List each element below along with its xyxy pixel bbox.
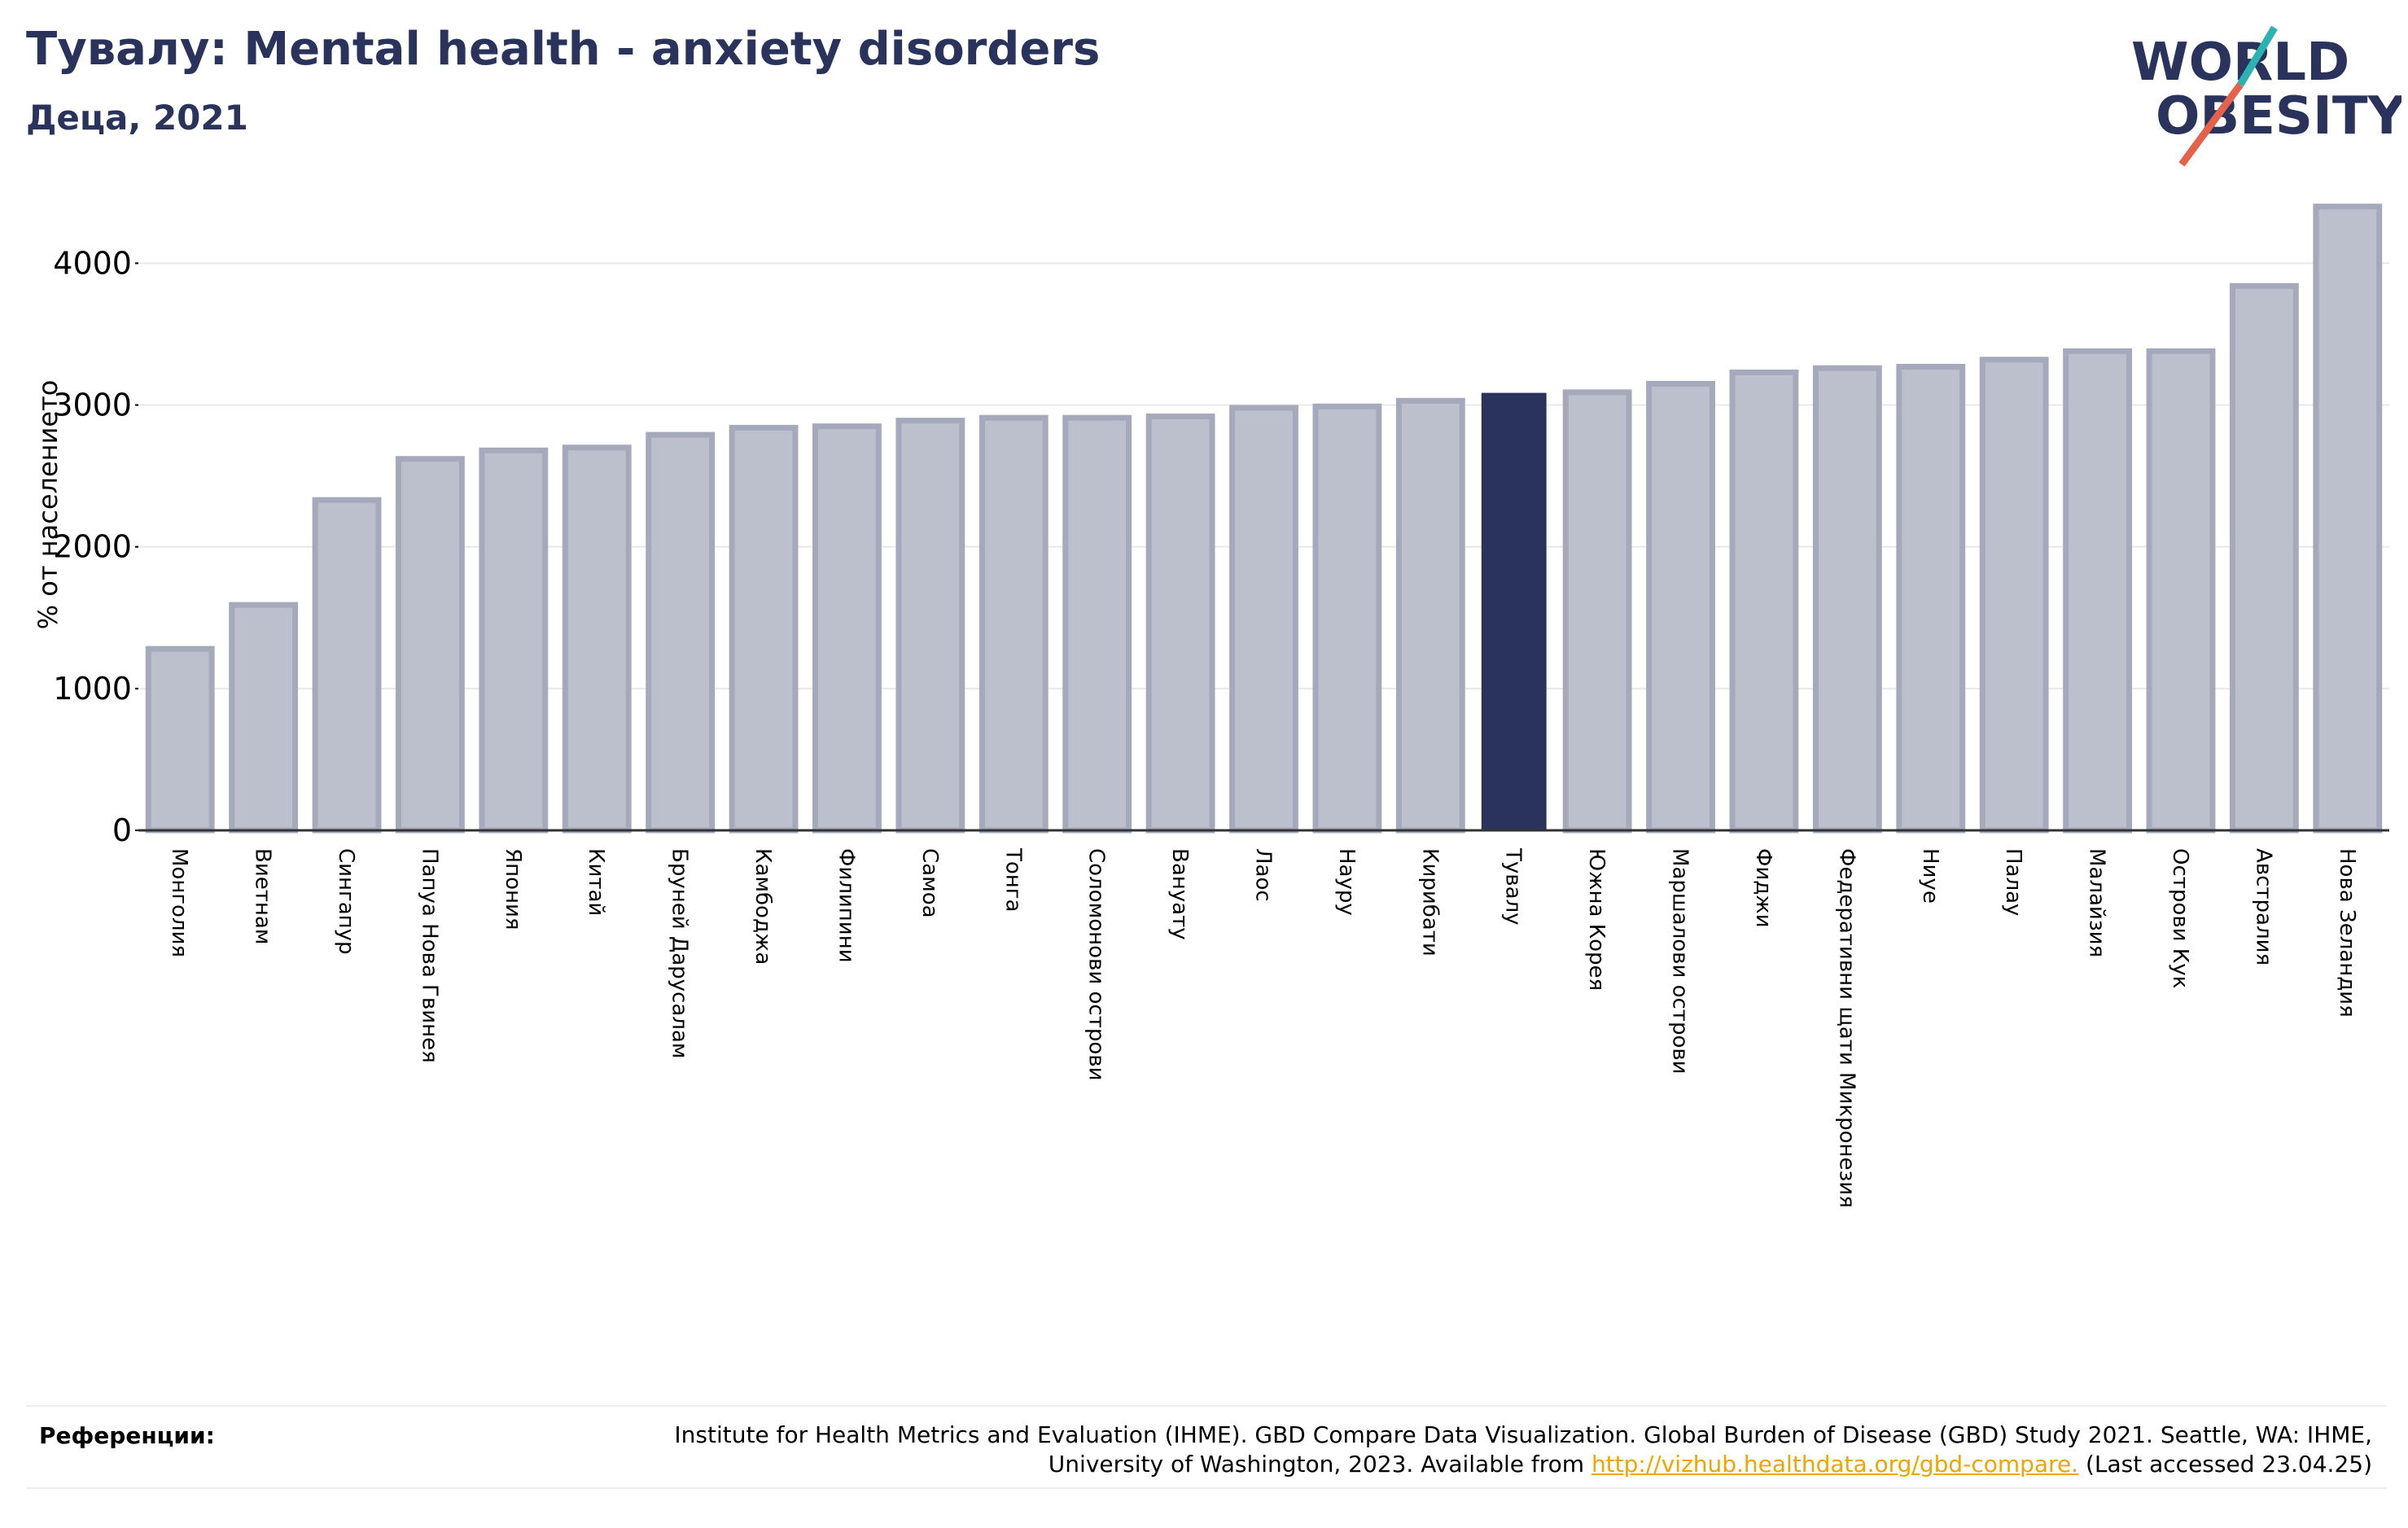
bar-7 xyxy=(729,424,799,834)
bar-8 xyxy=(812,423,882,834)
bars xyxy=(145,204,2383,834)
bar-15 xyxy=(1395,397,1465,834)
x-tick-labels: Монголия Виетнам Сингапур Папуа Нова Гвинея… xyxy=(167,847,2359,1208)
x-tick-label: Федеративни щати Микронезия xyxy=(1834,848,1859,1208)
bar-17 xyxy=(1562,389,1632,834)
x-tick-label: Кирибати xyxy=(1417,848,1442,957)
x-tick-label: Фиджи xyxy=(1751,848,1775,928)
references-link[interactable]: http://vizhub.healthdata.org/gbd-compare… xyxy=(1591,1451,2079,1478)
bar-4 xyxy=(479,447,549,834)
x-tick-label: Южна Корея xyxy=(1584,848,1609,991)
x-tick-label: Филипини xyxy=(834,848,858,963)
references-bottom-rule xyxy=(26,1487,2387,1489)
bar-18 xyxy=(1646,380,1715,834)
bar-3 xyxy=(396,456,465,834)
x-tick-label: Сингапур xyxy=(334,848,358,955)
bar-19 xyxy=(1729,369,1799,834)
references-top-rule xyxy=(26,1405,2387,1407)
bar-6 xyxy=(646,431,716,834)
x-tick-label: Острови Кук xyxy=(2168,848,2192,988)
y-tick-label: 1000 xyxy=(53,671,132,707)
bar-5 xyxy=(562,444,632,834)
bar-12 xyxy=(1145,413,1215,834)
world-obesity-logo: WORLD OBESITY xyxy=(2131,25,2401,167)
bar-10 xyxy=(979,414,1049,834)
y-axis-label: % от населението xyxy=(33,380,63,630)
bar-9 xyxy=(895,418,965,834)
bar-20 xyxy=(1812,365,1882,834)
y-tick-label: 3000 xyxy=(53,387,132,423)
logo-text-obesity: OBESITY xyxy=(2156,86,2401,147)
logo-slash-red xyxy=(2178,82,2244,167)
bar-chart: Монголия Виетнам Сингапур Папуа Нова Гвинея… xyxy=(33,204,2389,1208)
bar-13 xyxy=(1229,405,1298,834)
x-tick-label: Маршалови острови xyxy=(1668,848,1692,1075)
x-tick-label: Палау xyxy=(2001,848,2025,916)
references-citation: Institute for Health Metrics and Evaluat… xyxy=(674,1421,2372,1478)
x-tick-label: Австралия xyxy=(2251,848,2275,965)
bar-14 xyxy=(1312,403,1382,834)
x-tick-label: Виетнам xyxy=(251,848,275,944)
x-tick-label: Малайзия xyxy=(2085,848,2109,957)
bar-23 xyxy=(2063,348,2132,834)
chart-subtitle: Деца, 2021 xyxy=(26,98,248,138)
bar-16 xyxy=(1481,392,1547,831)
x-tick-label: Лаос xyxy=(1251,848,1276,902)
x-tick-label: Папуа Нова Гвинея xyxy=(417,848,441,1063)
references-label: Референции: xyxy=(39,1422,215,1449)
x-tick-label: Соломонови острови xyxy=(1084,848,1109,1080)
x-tick-label: Самоа xyxy=(917,848,942,918)
x-tick-label: Нова Зеландия xyxy=(2335,848,2359,1018)
bar-24 xyxy=(2146,348,2216,834)
x-tick-label: Бруней Дарусалам xyxy=(668,848,692,1058)
x-tick-label: Китай xyxy=(584,848,608,916)
bar-11 xyxy=(1062,414,1132,834)
x-tick-label: Науру xyxy=(1334,848,1359,916)
bar-26 xyxy=(2313,204,2383,834)
bar-25 xyxy=(2229,282,2299,834)
references-text: Institute for Health Metrics and Evaluat… xyxy=(581,1421,2372,1479)
x-tick-label: Монголия xyxy=(167,848,191,957)
y-tick-label: 2000 xyxy=(53,529,132,565)
references-accessed: (Last accessed 23.04.25) xyxy=(2085,1451,2372,1478)
y-tick-label: 0 xyxy=(112,812,132,848)
y-tick-label: 4000 xyxy=(53,245,132,281)
x-tick-label: Тувалу xyxy=(1501,847,1526,926)
x-tick-label: Камбоджа xyxy=(751,848,775,965)
x-tick-label: Тонга xyxy=(1000,847,1025,912)
bar-2 xyxy=(312,497,382,834)
chart-title: Тувалу: Mental health - anxiety disorder… xyxy=(26,23,1101,76)
bar-22 xyxy=(1979,357,2049,834)
x-tick-label: Япония xyxy=(501,848,525,930)
y-tick-labels: 0 1000 2000 3000 4000 xyxy=(53,245,138,848)
x-tick-label: Вануату xyxy=(1167,848,1192,940)
logo-slash-teal xyxy=(2237,25,2278,87)
bar-0 xyxy=(145,646,215,834)
bar-21 xyxy=(1896,364,1966,834)
x-tick-label: Ниуе xyxy=(1918,848,1942,904)
bar-1 xyxy=(229,602,299,834)
